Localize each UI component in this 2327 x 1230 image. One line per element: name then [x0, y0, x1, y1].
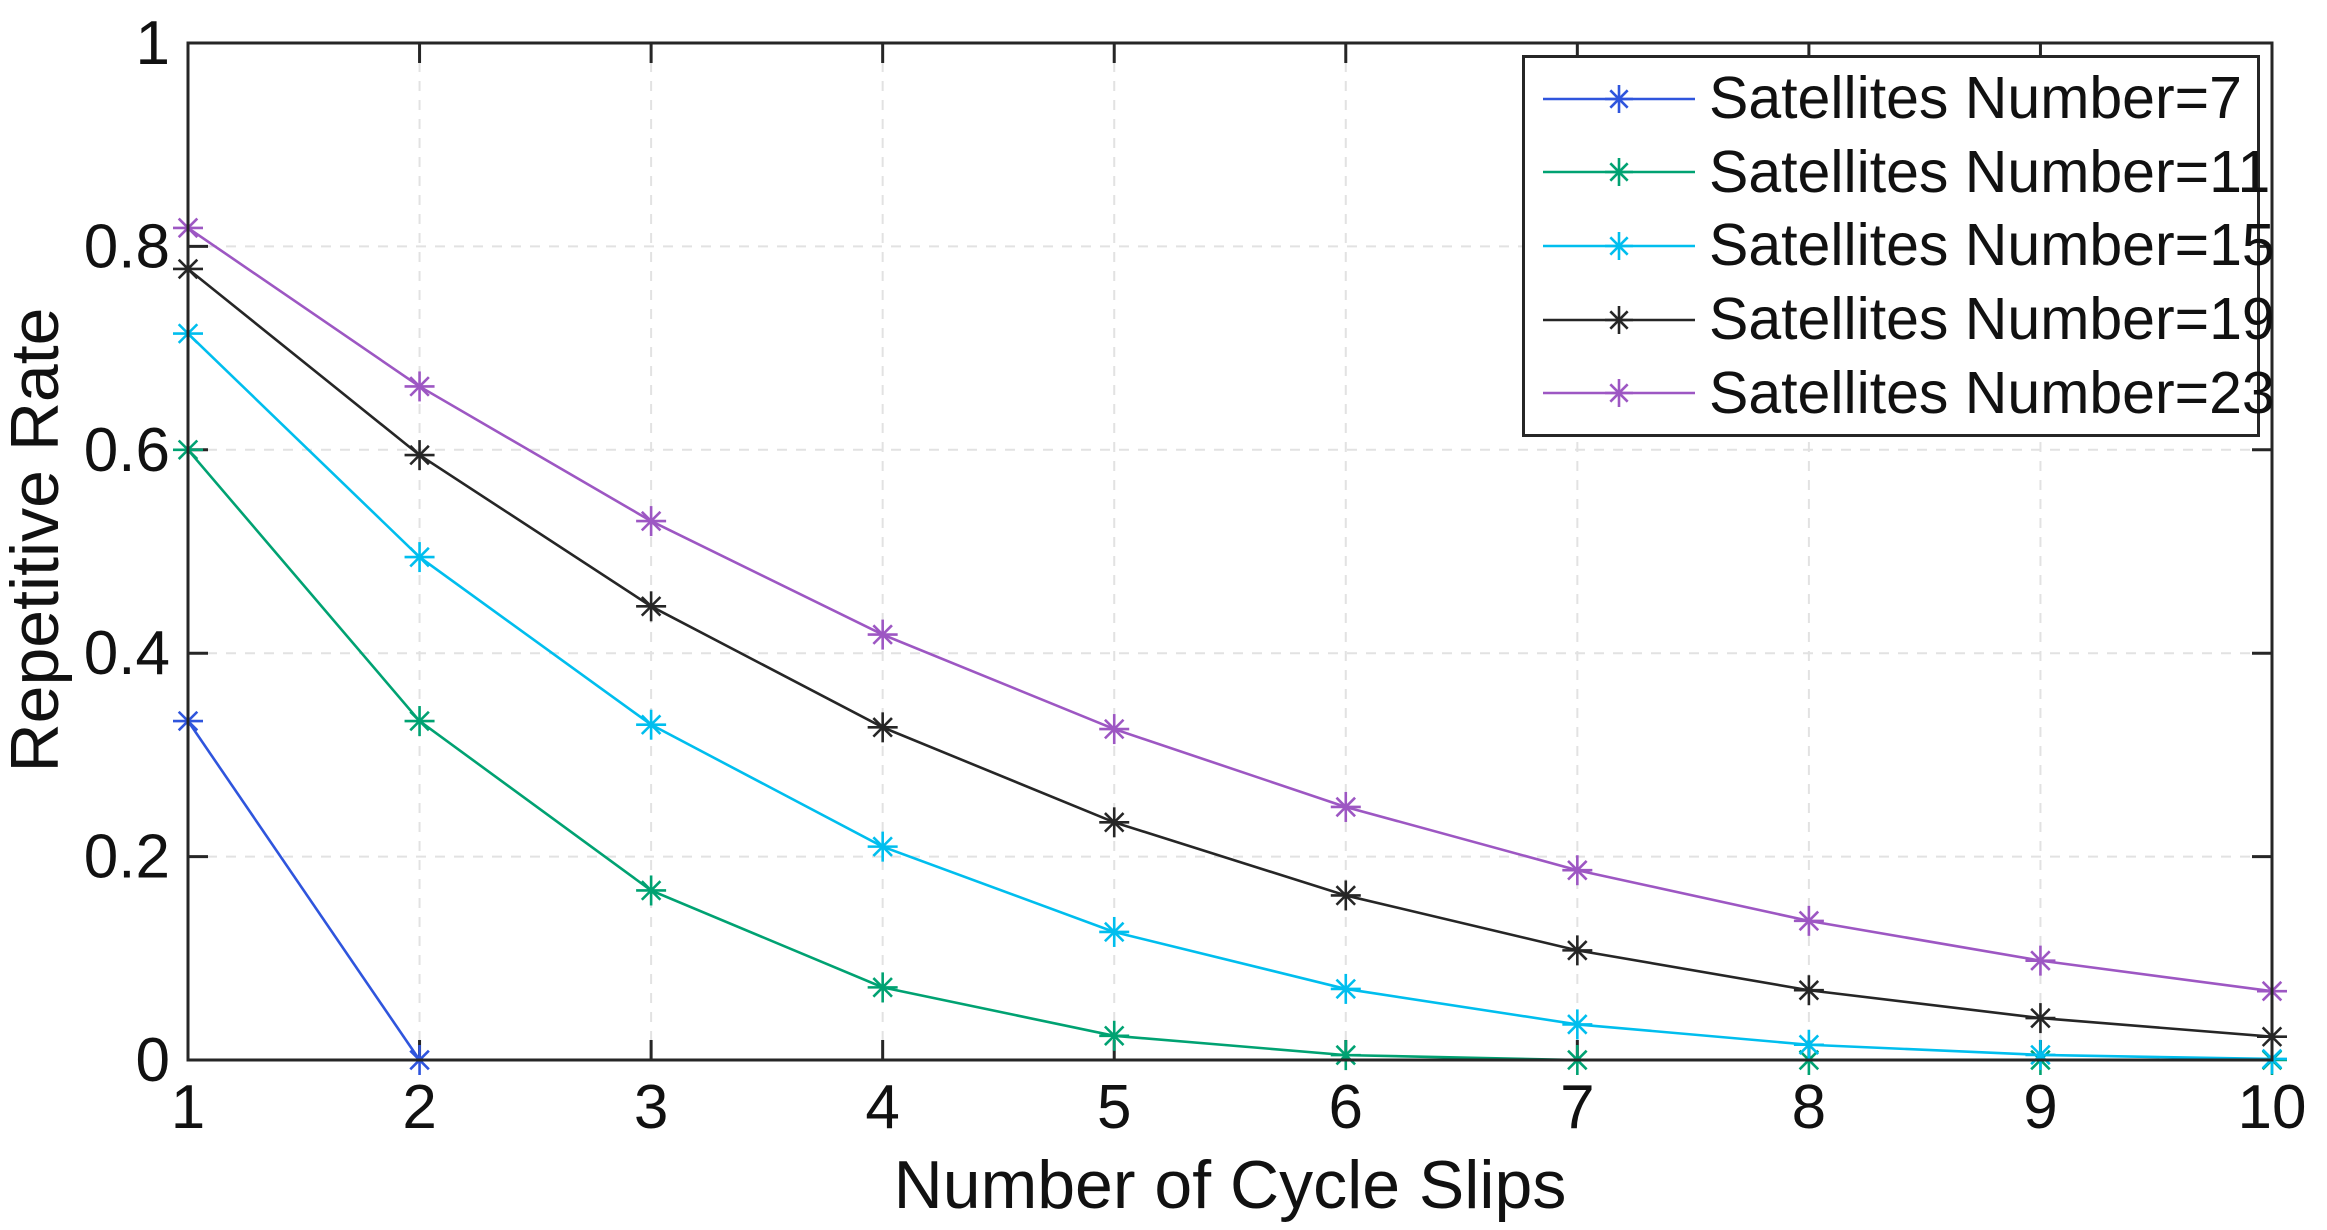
series-7 — [173, 706, 435, 1075]
legend-item: Satellites Number=11 — [1539, 141, 2270, 203]
legend-label: Satellites Number=15 — [1709, 212, 2275, 279]
x-tick-label: 5 — [1097, 1073, 1131, 1142]
y-tick-label: 0.2 — [84, 823, 170, 892]
x-tick-label: 8 — [1792, 1073, 1826, 1142]
legend-item: Satellites Number=15 — [1539, 215, 2275, 277]
data-point-marker — [1099, 714, 1130, 745]
legend-item: Satellites Number=19 — [1539, 289, 2275, 351]
data-point-marker — [404, 706, 435, 737]
data-point-marker — [1605, 158, 1633, 187]
data-point-marker — [1793, 975, 1824, 1006]
y-tick-label: 0 — [136, 1026, 170, 1095]
data-point-marker — [636, 591, 667, 622]
y-tick-label: 1 — [136, 9, 170, 78]
legend-label: Satellites Number=19 — [1709, 286, 2275, 353]
data-point-marker — [1605, 84, 1633, 113]
tick-labels: 1 2 3 4 5 6 7 8 9 10 0 0.2 0.4 0.6 0.8 1 — [84, 9, 2307, 1142]
series-11 — [173, 434, 2287, 1075]
x-tick-label: 1 — [171, 1073, 205, 1142]
y-tick-label: 0.6 — [84, 416, 170, 485]
data-point-marker — [1330, 1040, 1361, 1071]
data-point-marker — [1562, 935, 1593, 966]
data-point-marker — [867, 831, 898, 862]
x-tick-label: 6 — [1329, 1073, 1363, 1142]
legend-line-sample — [1543, 84, 1695, 113]
x-axis-label: Number of Cycle Slips — [894, 1147, 1567, 1223]
y-tick-label: 0.8 — [84, 212, 170, 281]
legend-item: Satellites Number=23 — [1539, 362, 2275, 424]
series-line — [187, 267, 2273, 1039]
data-point-marker — [867, 972, 898, 1003]
x-tick-label: 3 — [634, 1073, 668, 1142]
data-point-marker — [636, 875, 667, 906]
x-tick-label: 4 — [865, 1073, 899, 1142]
legend-item: Satellites Number=7 — [1539, 68, 2257, 130]
data-point-marker — [404, 371, 435, 402]
x-tick-label: 10 — [2238, 1073, 2307, 1142]
data-point-marker — [404, 440, 435, 471]
series-19 — [173, 253, 2287, 1052]
data-point-marker — [636, 709, 667, 740]
data-point-marker — [1330, 880, 1361, 911]
x-tick-label: 2 — [402, 1073, 436, 1142]
data-point-marker — [1562, 855, 1593, 886]
data-point-marker — [867, 712, 898, 743]
data-point-marker — [1099, 807, 1130, 838]
y-tick-label: 0.4 — [84, 619, 170, 688]
legend-line-sample — [1543, 231, 1695, 260]
data-point-marker — [2025, 1039, 2056, 1070]
data-point-marker — [1099, 1020, 1130, 1051]
data-point-marker — [2025, 1003, 2056, 1034]
legend-line-sample — [1543, 158, 1695, 187]
data-point-marker — [1330, 973, 1361, 1004]
plot-border — [186, 41, 2274, 1062]
data-point-marker — [1605, 379, 1633, 408]
legend-line-sample — [1543, 305, 1695, 334]
data-point-marker — [1793, 905, 1824, 936]
x-tick-label: 7 — [1560, 1073, 1594, 1142]
series-line — [187, 448, 2272, 1062]
legend-line-sample — [1543, 379, 1695, 408]
data-point-marker — [1605, 231, 1633, 260]
legend-label: Satellites Number=7 — [1709, 65, 2242, 132]
legend-label: Satellites Number=11 — [1709, 138, 2271, 205]
data-point-marker — [1562, 1009, 1593, 1040]
x-tick-label: 9 — [2023, 1073, 2057, 1142]
data-point-marker — [1605, 305, 1633, 334]
data-point-marker — [1099, 916, 1130, 947]
data-point-marker — [1793, 1029, 1824, 1060]
legend: Satellites Number=7 Satellites Number=11 S… — [1522, 55, 2275, 437]
data-point-marker — [404, 542, 435, 573]
legend-label: Satellites Number=23 — [1709, 359, 2275, 426]
y-axis-label: Repetitive Rate — [0, 308, 73, 773]
series-line — [186, 720, 421, 1061]
data-point-marker — [867, 619, 898, 650]
data-point-marker — [1330, 791, 1361, 822]
series-line — [187, 226, 2273, 993]
data-point-marker — [636, 506, 667, 537]
data-point-marker — [2025, 945, 2056, 976]
series-line — [187, 332, 2273, 1061]
